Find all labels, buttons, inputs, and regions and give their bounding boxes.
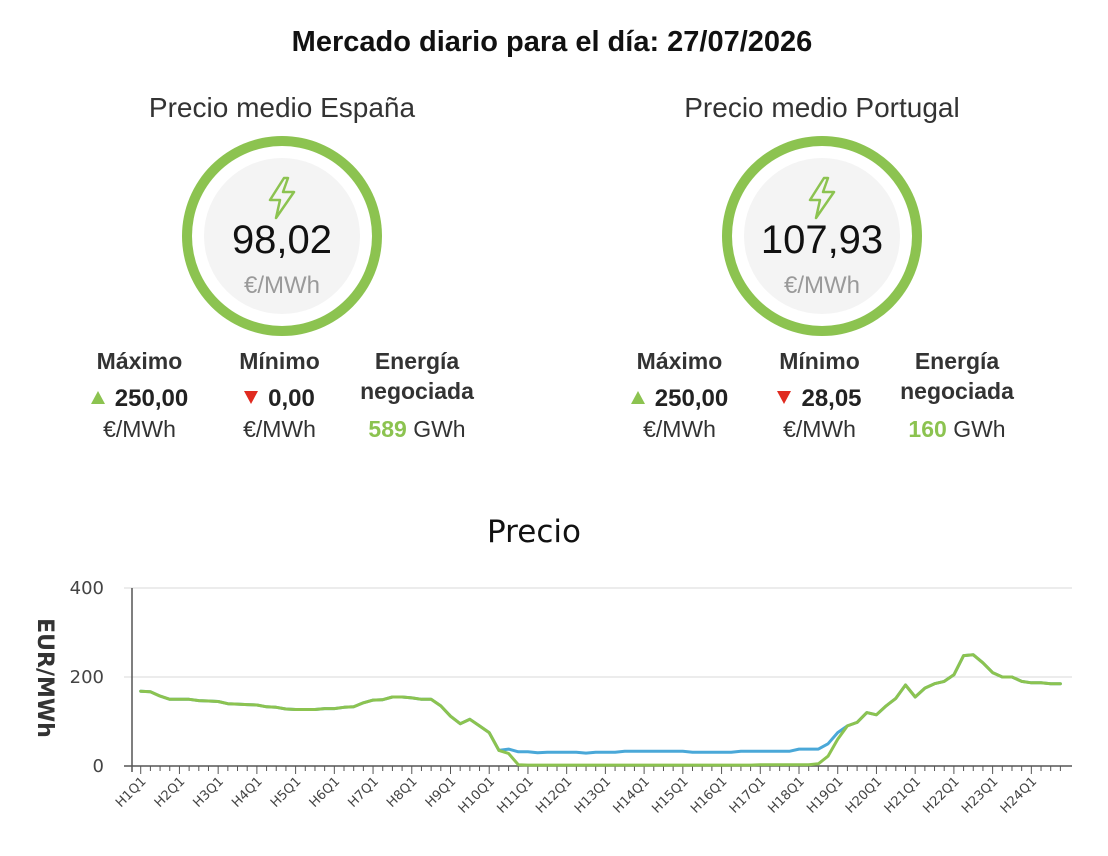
spain-panel-title: Precio medio España <box>148 92 416 123</box>
portugal-energy-label-1: Energía <box>914 348 1000 374</box>
spain-price-gauge: 98,02 €/MWh <box>182 136 382 336</box>
portugal-energy-value: 160 <box>908 416 947 442</box>
x-tick-label: H22Q1 <box>920 774 962 816</box>
y-axis-ticks: 0 200 400 <box>70 578 104 777</box>
down-arrow-icon <box>244 391 259 404</box>
spain-max-value: 250,00 <box>114 385 189 412</box>
spain-max-unit: €/MWh <box>103 416 176 442</box>
x-tick-label: H5Q1 <box>268 774 304 810</box>
x-tick-label: H19Q1 <box>804 774 846 816</box>
x-tick-label: H12Q1 <box>533 774 575 816</box>
spain-energy-value: 589 <box>368 416 407 442</box>
x-tick-label: H2Q1 <box>152 774 188 810</box>
x-tick-label: H9Q1 <box>423 774 459 810</box>
price-series <box>139 653 1062 767</box>
portugal-panel-title: Precio medio Portugal <box>684 92 960 123</box>
grid-lines <box>124 587 1072 772</box>
portugal-energy-unit: GWh <box>953 416 1006 442</box>
chart-title: Precio <box>487 514 581 550</box>
spain-average-price-unit: €/MWh <box>243 272 320 299</box>
x-tick-label: H23Q1 <box>959 774 1001 816</box>
spain-energy-label-1: Energía <box>374 348 460 374</box>
spain-min-value: 0,00 <box>268 385 315 412</box>
y-tick-label: 400 <box>70 578 104 599</box>
y-tick-label: 0 <box>93 756 104 777</box>
portugal-min-stat: Mínimo 28,05 €/MWh <box>752 346 887 444</box>
spain-min-unit: €/MWh <box>243 416 316 442</box>
series-line-1 <box>139 653 1062 755</box>
portugal-energy-label-2: negociada <box>900 378 1014 404</box>
x-tick-label: H11Q1 <box>494 774 536 816</box>
spain-min-stat: Mínimo 0,00 €/MWh <box>212 346 347 444</box>
portugal-min-label: Mínimo <box>779 348 860 374</box>
x-tick-label: H17Q1 <box>727 774 769 816</box>
x-tick-label: H1Q1 <box>113 774 149 810</box>
x-tick-label: H14Q1 <box>611 774 653 816</box>
x-axis-ticks: H1Q1 H2Q1 H3Q1 H4Q1 H5Q1 H6Q1 H7Q1 H8Q1 H9Q1H10Q… <box>113 766 1061 817</box>
lightning-bolt-icon <box>808 176 836 220</box>
x-tick-label: H10Q1 <box>456 774 498 816</box>
spain-energy-label-2: negociada <box>360 378 474 404</box>
portugal-average-price: 107,93 <box>760 218 884 262</box>
portugal-price-gauge: 107,93 €/MWh <box>722 136 922 336</box>
spain-min-label: Mínimo <box>239 348 320 374</box>
x-tick-label: H3Q1 <box>191 774 227 810</box>
portugal-energy-stat: Energía negociada 160 GWh <box>882 346 1032 444</box>
y-axis-label: EUR/MWh <box>32 618 57 738</box>
series-line-2 <box>139 653 1062 767</box>
portugal-min-value: 28,05 <box>801 385 862 412</box>
x-tick-label: H8Q1 <box>384 774 420 810</box>
spain-energy-unit: GWh <box>413 416 466 442</box>
x-tick-label: H6Q1 <box>307 774 343 810</box>
x-tick-label: H21Q1 <box>882 774 924 816</box>
portugal-average-price-unit: €/MWh <box>783 272 860 299</box>
x-tick-label: H7Q1 <box>345 774 381 810</box>
spain-energy-stat: Energía negociada 589 GWh <box>342 346 492 444</box>
spain-max-label: Máximo <box>96 348 183 374</box>
portugal-max-stat: Máximo 250,00 €/MWh <box>612 346 747 444</box>
x-tick-label: H24Q1 <box>998 774 1040 816</box>
up-arrow-icon <box>630 391 645 404</box>
spain-average-price: 98,02 <box>231 218 333 262</box>
lightning-bolt-icon <box>268 176 296 220</box>
x-tick-label: H4Q1 <box>229 774 265 810</box>
down-arrow-icon <box>777 391 792 404</box>
x-tick-label: H18Q1 <box>766 774 808 816</box>
x-tick-label: H20Q1 <box>843 774 885 816</box>
portugal-min-unit: €/MWh <box>783 416 856 442</box>
portugal-max-label: Máximo <box>636 348 723 374</box>
page-title: Mercado diario para el día: 27/07/2026 <box>291 26 813 58</box>
x-tick-label: H15Q1 <box>649 774 691 816</box>
portugal-max-value: 250,00 <box>654 385 729 412</box>
x-tick-label: H16Q1 <box>688 774 730 816</box>
spain-max-stat: Máximo 250,00 €/MWh <box>72 346 207 444</box>
up-arrow-icon <box>90 391 105 404</box>
x-tick-label: H13Q1 <box>572 774 614 816</box>
portugal-max-unit: €/MWh <box>643 416 716 442</box>
y-tick-label: 200 <box>70 667 104 688</box>
